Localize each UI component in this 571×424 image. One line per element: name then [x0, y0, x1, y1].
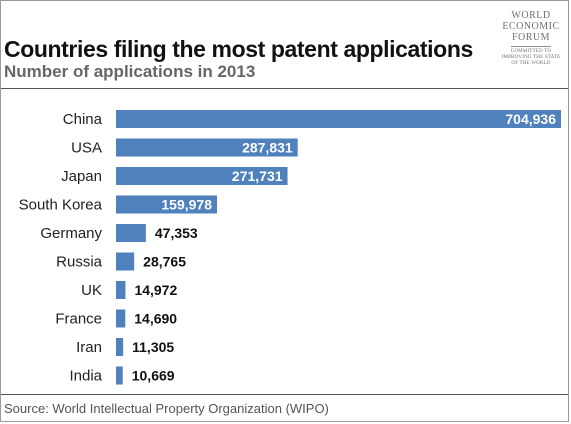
logo-line-1: WORLD: [511, 10, 551, 21]
chart-subtitle: Number of applications in 2013: [4, 62, 256, 81]
bar-south-korea: [116, 195, 217, 214]
category-label-china: China: [63, 111, 103, 128]
value-label-usa: 287,831: [242, 140, 293, 156]
source-note: Source: World Intellectual Property Orga…: [4, 401, 329, 416]
bar-france: [116, 309, 126, 328]
bar-russia: [116, 252, 135, 271]
logo-line-2: ECONOMIC: [502, 21, 560, 32]
bar-japan: [116, 167, 288, 185]
logo-tagline-2: IMPROVING THE STATE: [501, 55, 561, 60]
value-label-india: 10,669: [132, 368, 175, 384]
logo-tagline-1: COMMITTED TO: [510, 49, 552, 54]
wef-logo: WORLD ECONOMIC FORUM COMMITTED TO IMPROV…: [496, 10, 566, 100]
bar-usa: [116, 138, 298, 157]
category-label-usa: USA: [71, 140, 102, 157]
category-label-uk: UK: [81, 282, 102, 299]
category-label-india: India: [69, 368, 102, 385]
footer-divider: [1, 394, 568, 395]
value-label-russia: 28,765: [143, 254, 186, 270]
bar-uk: [116, 281, 126, 299]
bar-iran: [116, 338, 124, 356]
logo-rule: [511, 46, 551, 47]
category-label-france: France: [55, 311, 102, 328]
category-label-germany: Germany: [40, 225, 102, 242]
chart-title: Countries filing the most patent applica…: [4, 36, 473, 62]
value-label-france: 14,690: [134, 311, 177, 327]
value-label-south-korea: 159,978: [161, 197, 212, 213]
bar-china: [116, 110, 561, 128]
category-label-iran: Iran: [76, 339, 102, 356]
bar-chart: China 704,936 USA 287,831 Japan 271,731 South …: [19, 110, 561, 385]
logo-line-3: FORUM: [511, 32, 551, 43]
value-label-uk: 14,972: [134, 282, 177, 298]
category-label-japan: Japan: [61, 168, 102, 185]
category-label-south-korea: South Korea: [19, 197, 103, 214]
value-label-japan: 271,731: [232, 168, 283, 184]
logo-tagline-3: OF THE WORLD: [511, 61, 551, 66]
category-label-russia: Russia: [56, 254, 103, 271]
header-divider: [1, 88, 568, 89]
value-label-china: 704,936: [505, 111, 556, 127]
value-label-iran: 11,305: [132, 339, 174, 355]
value-label-germany: 47,353: [155, 225, 198, 241]
bar-india: [116, 366, 123, 385]
bar-germany: [116, 224, 146, 242]
